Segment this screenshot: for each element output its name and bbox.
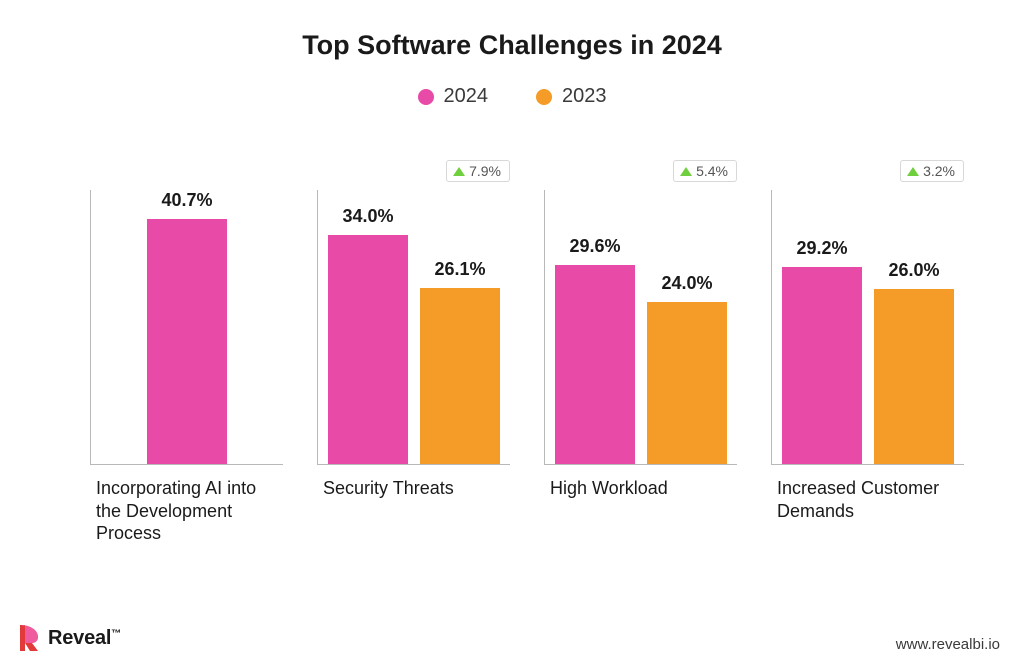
bar-value-label: 26.1% bbox=[434, 259, 485, 280]
legend-label-2023: 2023 bbox=[562, 85, 607, 108]
delta-badge: 3.2% bbox=[900, 160, 964, 182]
category-label: Incorporating AI into the Development Pr… bbox=[90, 477, 283, 547]
legend-swatch-2024 bbox=[418, 89, 434, 105]
category-label: Increased Customer Demands bbox=[771, 477, 964, 547]
brand-logo: Reveal™ bbox=[16, 623, 121, 653]
chart-title: Top Software Challenges in 2024 bbox=[0, 0, 1024, 61]
bar-value-label: 26.0% bbox=[888, 260, 939, 281]
bars-slot: 34.0% 26.1% bbox=[317, 190, 510, 465]
bars-slot: 40.7% bbox=[90, 190, 283, 465]
bar bbox=[874, 289, 954, 464]
bar bbox=[147, 219, 227, 464]
chart-area: 40.7% Incorporating AI into the Developme… bbox=[90, 160, 964, 547]
legend-label-2024: 2024 bbox=[444, 85, 489, 108]
up-triangle-icon bbox=[907, 167, 919, 176]
bar bbox=[420, 288, 500, 464]
bar-value-label: 40.7% bbox=[161, 190, 212, 211]
reveal-logo-icon bbox=[16, 623, 42, 653]
delta-badge: 5.4% bbox=[673, 160, 737, 182]
footer: Reveal™ www.revealbi.io bbox=[16, 623, 1000, 653]
legend-item-2023: 2023 bbox=[536, 85, 607, 108]
delta-value: 3.2% bbox=[923, 164, 955, 178]
bar-wrap: 29.6% bbox=[555, 190, 635, 464]
bar bbox=[782, 267, 862, 464]
up-triangle-icon bbox=[453, 167, 465, 176]
bars-slot: 29.2% 26.0% bbox=[771, 190, 964, 465]
bar-group: 5.4% 29.6% 24.0% High Workload bbox=[544, 160, 737, 547]
bar-value-label: 29.2% bbox=[796, 238, 847, 259]
bar-wrap: 26.1% bbox=[420, 190, 500, 464]
brand-name: Reveal™ bbox=[48, 627, 121, 650]
bar-wrap: 24.0% bbox=[647, 190, 727, 464]
bar-wrap: 40.7% bbox=[147, 190, 227, 464]
bars-slot: 29.6% 24.0% bbox=[544, 190, 737, 465]
bar-group: 7.9% 34.0% 26.1% Security Threats bbox=[317, 160, 510, 547]
bar-wrap: 29.2% bbox=[782, 190, 862, 464]
delta-value: 7.9% bbox=[469, 164, 501, 178]
bar bbox=[647, 302, 727, 464]
up-triangle-icon bbox=[680, 167, 692, 176]
legend-swatch-2023 bbox=[536, 89, 552, 105]
bar-value-label: 24.0% bbox=[661, 273, 712, 294]
delta-value: 5.4% bbox=[696, 164, 728, 178]
bar-group: 3.2% 29.2% 26.0% Increased Customer Demands bbox=[771, 160, 964, 547]
bar-value-label: 29.6% bbox=[569, 236, 620, 257]
bar bbox=[328, 235, 408, 464]
legend: 2024 2023 bbox=[0, 85, 1024, 108]
footer-url: www.revealbi.io bbox=[896, 636, 1000, 653]
bar-value-label: 34.0% bbox=[342, 206, 393, 227]
category-label: Security Threats bbox=[317, 477, 510, 547]
bar-wrap: 34.0% bbox=[328, 190, 408, 464]
delta-badge: 7.9% bbox=[446, 160, 510, 182]
legend-item-2024: 2024 bbox=[418, 85, 489, 108]
bar bbox=[555, 265, 635, 464]
category-label: High Workload bbox=[544, 477, 737, 547]
bar-wrap: 26.0% bbox=[874, 190, 954, 464]
bar-group: 40.7% Incorporating AI into the Developme… bbox=[90, 160, 283, 547]
